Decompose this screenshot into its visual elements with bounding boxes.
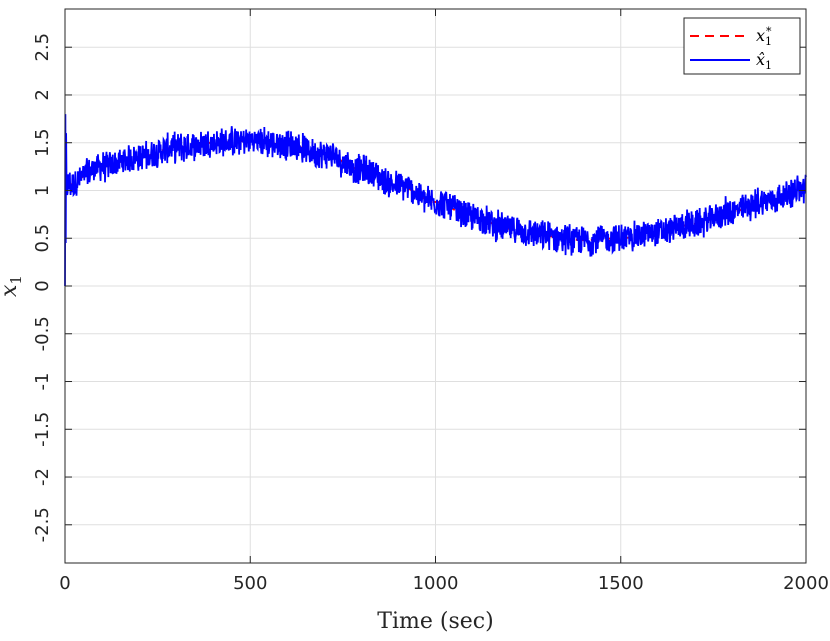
x-tick-label: 1000: [413, 573, 459, 594]
y-tick-label: -2.5: [32, 507, 53, 542]
series-line-1: [64, 114, 807, 287]
legend-entry: x1*: [756, 25, 772, 48]
x-tick-label: 0: [59, 573, 70, 594]
x-tick-label: 500: [233, 573, 267, 594]
legend: x1*x̂1: [683, 17, 801, 75]
y-axis-title: x1: [0, 275, 25, 297]
y-tick-label: 0.5: [32, 224, 53, 253]
x-axis-title: Time (sec): [377, 609, 493, 634]
legend-box: [683, 17, 801, 75]
grid-lines: [64, 9, 807, 563]
y-axis-subscript: 1: [7, 275, 25, 285]
y-tick-label: 1.5: [32, 128, 53, 157]
y-tick-label: -0.5: [32, 316, 53, 351]
y-tick-label: -1.5: [32, 412, 53, 447]
axis-ticks: [64, 9, 807, 563]
x-tick-label: 2000: [783, 573, 829, 594]
y-tick-label: 1: [32, 185, 53, 196]
x-tick-labels: 0 500 1000 1500 2000: [59, 573, 829, 594]
y-tick-label: 2.5: [32, 33, 53, 62]
series-layer: [64, 114, 807, 287]
y-tick-label: 0: [32, 280, 53, 291]
y-tick-label: -2: [32, 468, 53, 486]
y-tick-label: -1: [32, 373, 53, 391]
legend-entry: x̂1: [756, 50, 772, 72]
x-tick-label: 1500: [598, 573, 644, 594]
y-tick-labels: -2.5 -2 -1.5 -1 -0.5 0 0.5 1 1.5 2 2.5: [32, 33, 53, 542]
y-tick-label: 2: [32, 89, 53, 100]
y-axis-symbol: x: [0, 284, 22, 297]
